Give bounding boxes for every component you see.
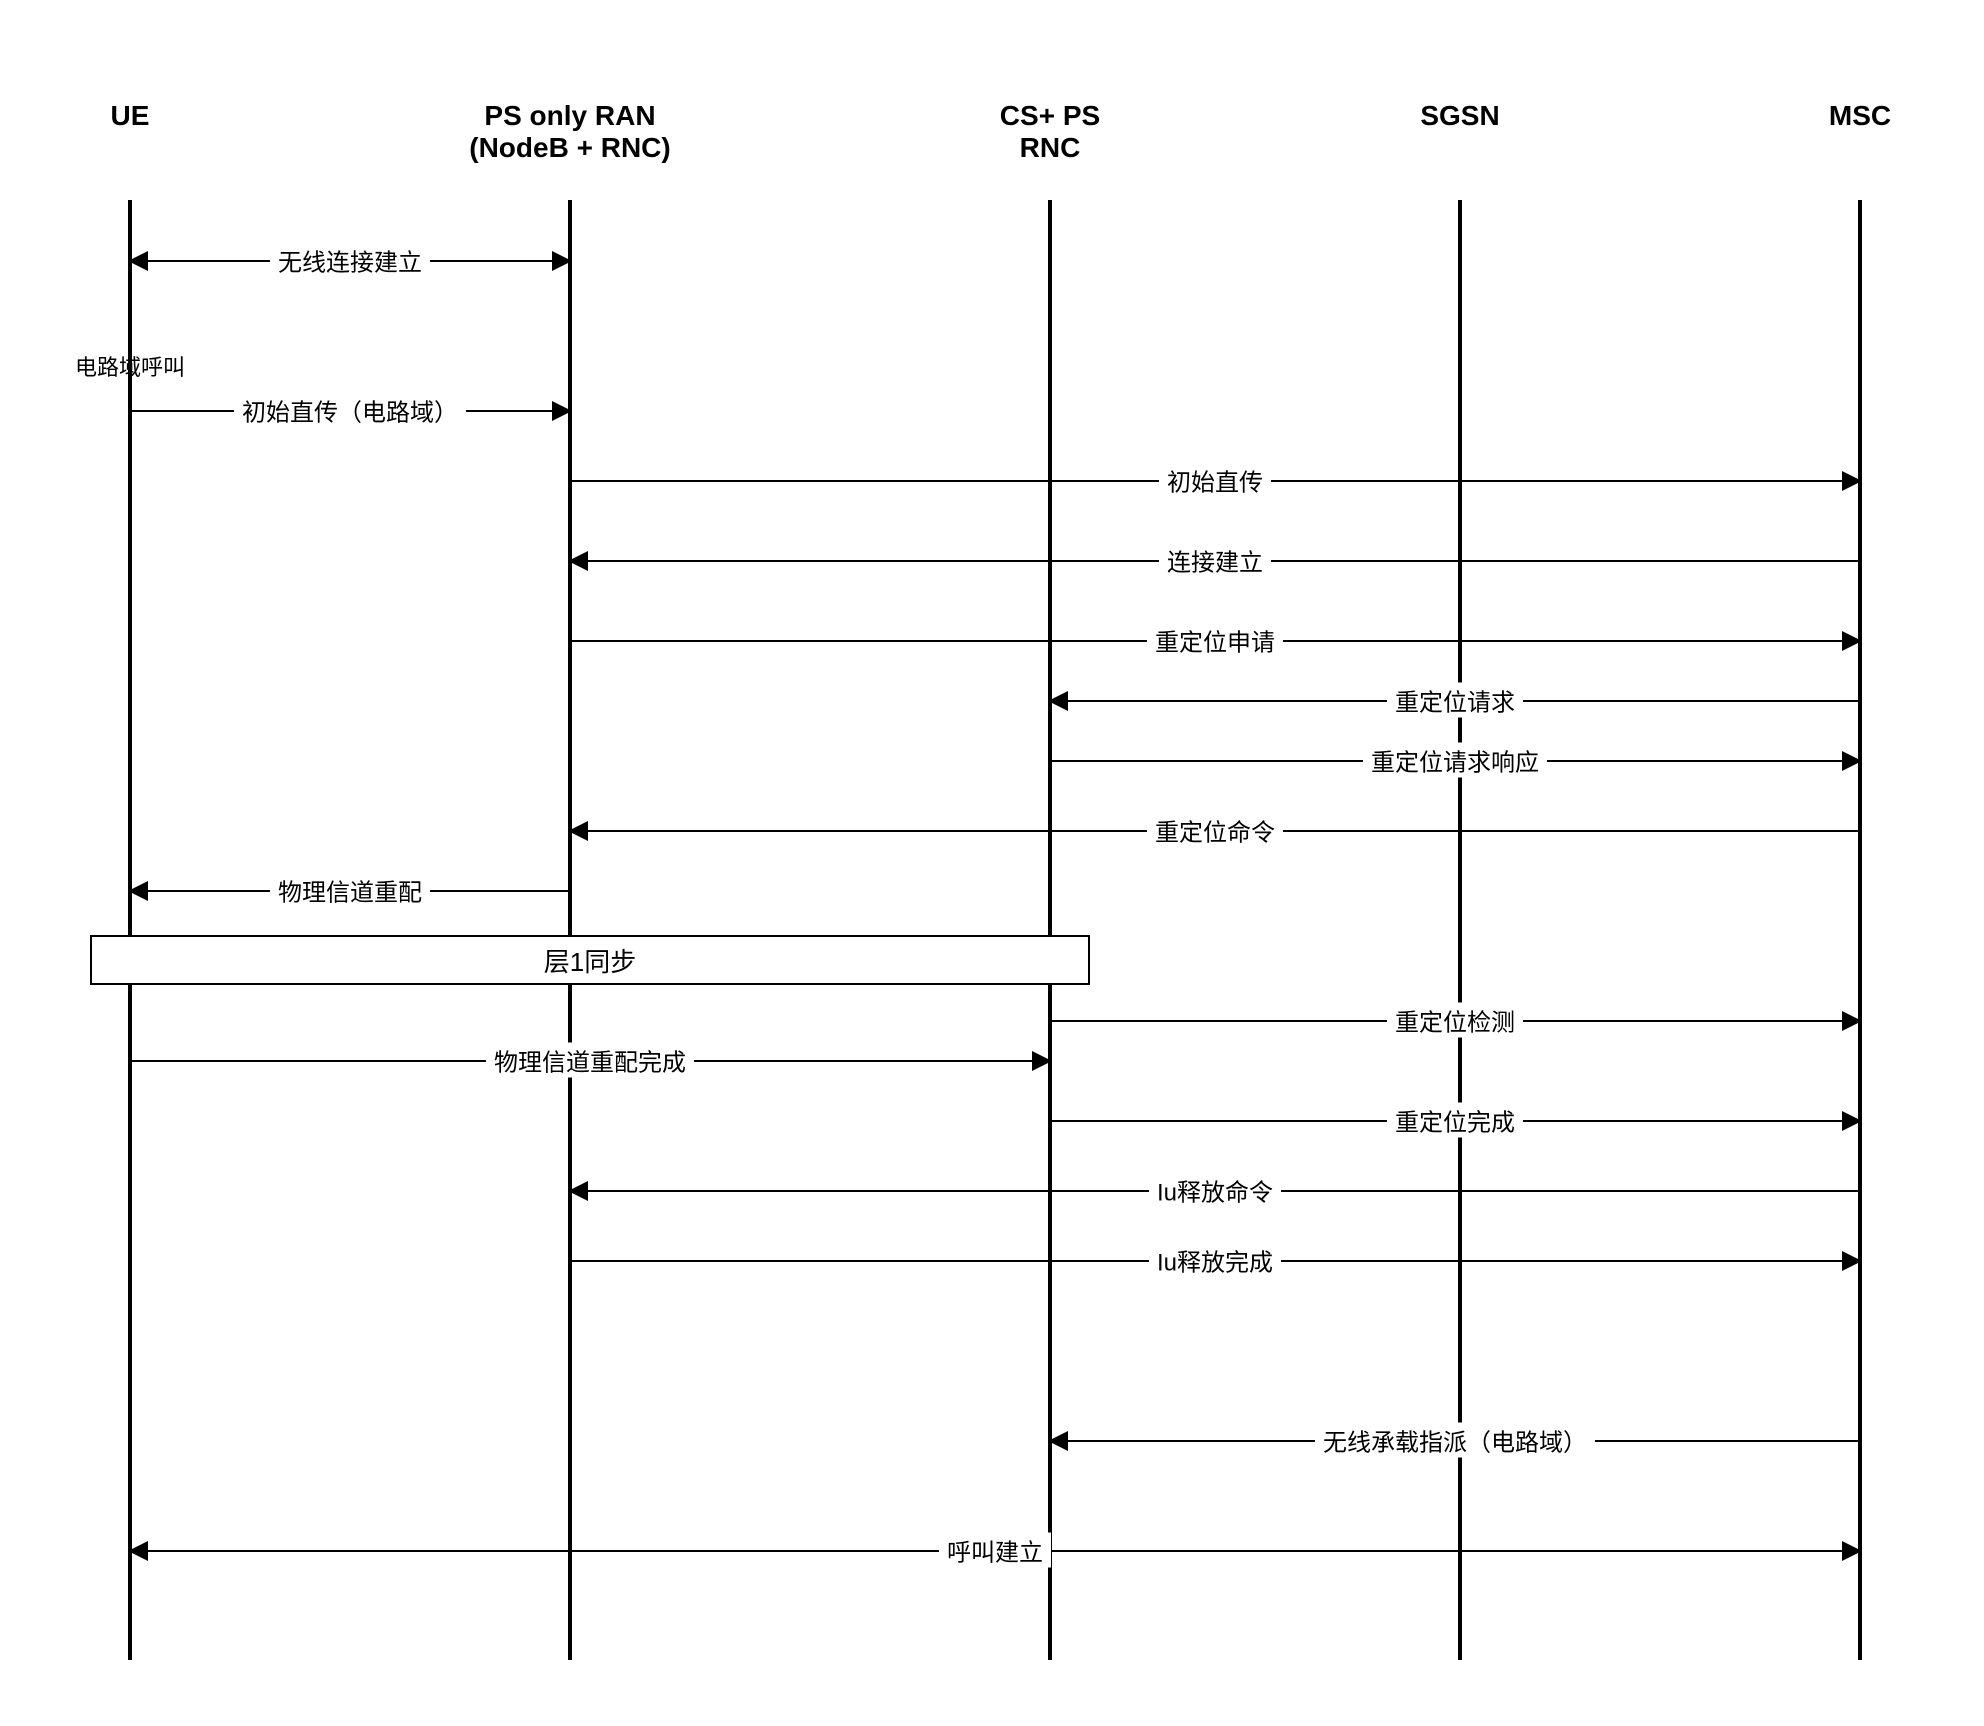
message-label: 连接建立 (1159, 543, 1271, 578)
message-label: 物理信道重配完成 (486, 1043, 694, 1078)
message-label: 无线承载指派（电路域） (1315, 1423, 1595, 1458)
participant-rnc-label: CS+ PSRNC (930, 100, 1170, 164)
participant-ue-label: UE (10, 100, 250, 132)
message-label: 重定位命令 (1147, 813, 1283, 848)
message-label: 重定位请求 (1387, 683, 1523, 718)
message-label: 物理信道重配 (270, 873, 430, 908)
message-label: 无线连接建立 (270, 243, 430, 278)
activation-box: 层1同步 (90, 935, 1090, 985)
note-label: 电路域呼叫 (75, 350, 185, 382)
participant-msc-label: MSC (1740, 100, 1980, 132)
sequence-diagram: UEPS only RAN(NodeB + RNC)CS+ PSRNCSGSNM… (40, 40, 1940, 1680)
message-label: 重定位完成 (1387, 1103, 1523, 1138)
message-label: Iu释放命令 (1149, 1173, 1281, 1208)
message-label: 初始直传（电路域） (234, 393, 466, 428)
message-label: 初始直传 (1159, 463, 1271, 498)
lifeline-ue (128, 200, 132, 1660)
message-label: Iu释放完成 (1149, 1243, 1281, 1278)
message-label: 呼叫建立 (939, 1533, 1051, 1568)
message-label: 重定位检测 (1387, 1003, 1523, 1038)
participant-ran-label: PS only RAN(NodeB + RNC) (450, 100, 690, 164)
message-label: 重定位申请 (1147, 623, 1283, 658)
message-label: 重定位请求响应 (1363, 743, 1547, 778)
participant-sgsn-label: SGSN (1340, 100, 1580, 132)
